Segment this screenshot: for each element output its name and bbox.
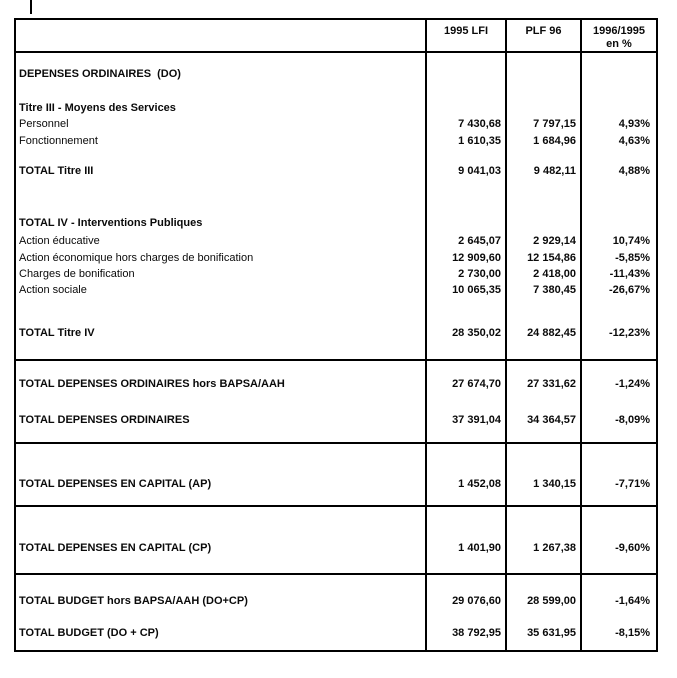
value-pct-change: 4,93% [618,118,650,130]
row-label: TOTAL DEPENSES ORDINAIRES hors BAPSA/AAH [19,378,285,390]
column-header-1996-1995-pct: 1996/1995 en % [582,25,656,51]
value-plf-96: 9 482,11 [533,165,576,177]
table-row: Titre III - Moyens des Services [16,100,656,116]
value-plf-96: 12 154,86 [527,252,576,264]
scan-artifact-line [30,0,32,14]
table-row: Action éducative 2 645,07 2 929,14 10,74% [16,233,656,249]
row-label: TOTAL Titre IV [19,327,95,339]
value-1995-lfi: 1 610,35 [458,135,501,147]
section-separator-2 [16,442,656,444]
value-1995-lfi: 1 401,90 [458,542,501,554]
table-row: DEPENSES ORDINAIRES (DO) [16,66,656,82]
row-label: Action économique hors charges de bonifi… [19,252,254,264]
value-1995-lfi: 28 350,02 [452,327,501,339]
value-1995-lfi: 1 452,08 [458,478,501,490]
table-row: TOTAL BUDGET hors BAPSA/AAH (DO+CP) 29 07… [16,593,656,609]
section-separator-3 [16,505,656,507]
value-plf-96: 34 364,57 [527,414,576,426]
value-1995-lfi: 29 076,60 [452,595,501,607]
column-header-plf-96: PLF 96 [525,25,562,37]
column-header-1996-1995-line2: en % [606,38,632,50]
row-label: TOTAL Titre III [19,165,94,177]
value-plf-96: 28 599,00 [527,595,576,607]
section-separator-4 [16,573,656,575]
row-label: Personnel [19,118,69,130]
value-pct-change: -11,43% [609,268,650,280]
value-plf-96: 2 929,14 [533,235,576,247]
value-1995-lfi: 10 065,35 [452,284,501,296]
table-row: TOTAL DEPENSES EN CAPITAL (AP) 1 452,08 1 … [16,476,656,492]
value-pct-change: -5,85% [615,252,650,264]
value-plf-96: 27 331,62 [527,378,576,390]
budget-table: 1995 LFI PLF 96 1996/1995 en % DEPENSES … [14,18,658,652]
value-1995-lfi: 7 430,68 [458,118,501,130]
value-1995-lfi: 27 674,70 [452,378,501,390]
value-pct-change: -7,71% [615,478,650,490]
value-1995-lfi: 9 041,03 [458,165,501,177]
value-plf-96: 24 882,45 [527,327,576,339]
value-1995-lfi: 12 909,60 [452,252,501,264]
value-pct-change: -1,64% [615,595,650,607]
value-plf-96: 7 380,45 [533,284,576,296]
column-divider-2 [505,20,507,650]
table-row: TOTAL BUDGET (DO + CP) 38 792,95 35 631,95… [16,625,656,641]
value-plf-96: 2 418,00 [533,268,576,280]
column-divider-1 [425,20,427,650]
table-row: TOTAL DEPENSES ORDINAIRES 37 391,04 34 364… [16,412,656,428]
table-row: TOTAL DEPENSES ORDINAIRES hors BAPSA/AAH… [16,376,656,392]
value-plf-96: 7 797,15 [533,118,576,130]
table-row: TOTAL Titre IV 28 350,02 24 882,45 -12,23% [16,325,656,341]
table-row: TOTAL Titre III 9 041,03 9 482,11 4,88% [16,163,656,179]
value-1995-lfi: 2 645,07 [458,235,501,247]
section-separator-1 [16,359,656,361]
row-label: Action sociale [19,284,87,296]
value-pct-change: -8,09% [615,414,650,426]
row-label: Action éducative [19,235,100,247]
table-row: Charges de bonification 2 730,00 2 418,00 -… [16,266,656,282]
row-label: TOTAL IV - Interventions Publiques [19,217,203,229]
value-plf-96: 35 631,95 [527,627,576,639]
value-pct-change: 4,63% [618,135,650,147]
value-pct-change: -8,15% [615,627,650,639]
value-pct-change: -1,24% [615,378,650,390]
value-pct-change: -12,23% [609,327,650,339]
value-plf-96: 1 684,96 [533,135,576,147]
header-separator-line [16,51,656,53]
table-row: TOTAL DEPENSES EN CAPITAL (CP) 1 401,90 1 … [16,540,656,556]
table-row: TOTAL IV - Interventions Publiques [16,215,656,231]
value-plf-96: 1 267,38 [533,542,576,554]
value-1995-lfi: 38 792,95 [452,627,501,639]
value-pct-change: -26,67% [609,284,650,296]
row-label: Titre III - Moyens des Services [19,102,176,114]
row-label: TOTAL DEPENSES EN CAPITAL (AP) [19,478,212,490]
table-row: Action sociale 10 065,35 7 380,45 -26,67% [16,282,656,298]
column-header-1996-1995-line1: 1996/1995 [593,25,645,37]
value-pct-change: -9,60% [615,542,650,554]
table-row: Action économique hors charges de bonifi… [16,250,656,266]
row-label: DEPENSES ORDINAIRES (DO) [19,68,181,80]
row-label: Charges de bonification [19,268,135,280]
value-1995-lfi: 37 391,04 [452,414,501,426]
row-label: Fonctionnement [19,135,98,147]
row-label: TOTAL BUDGET hors BAPSA/AAH (DO+CP) [19,595,248,607]
value-pct-change: 4,88% [618,165,650,177]
row-label: TOTAL DEPENSES EN CAPITAL (CP) [19,542,212,554]
table-row: Fonctionnement 1 610,35 1 684,96 4,63% [16,133,656,149]
column-divider-3 [580,20,582,650]
value-1995-lfi: 2 730,00 [458,268,501,280]
column-header-1995-lfi: 1995 LFI [443,25,489,37]
table-row: Personnel 7 430,68 7 797,15 4,93% [16,116,656,132]
value-pct-change: 10,74% [612,235,650,247]
row-label: TOTAL BUDGET (DO + CP) [19,627,159,639]
row-label: TOTAL DEPENSES ORDINAIRES [19,414,190,426]
value-plf-96: 1 340,15 [533,478,576,490]
